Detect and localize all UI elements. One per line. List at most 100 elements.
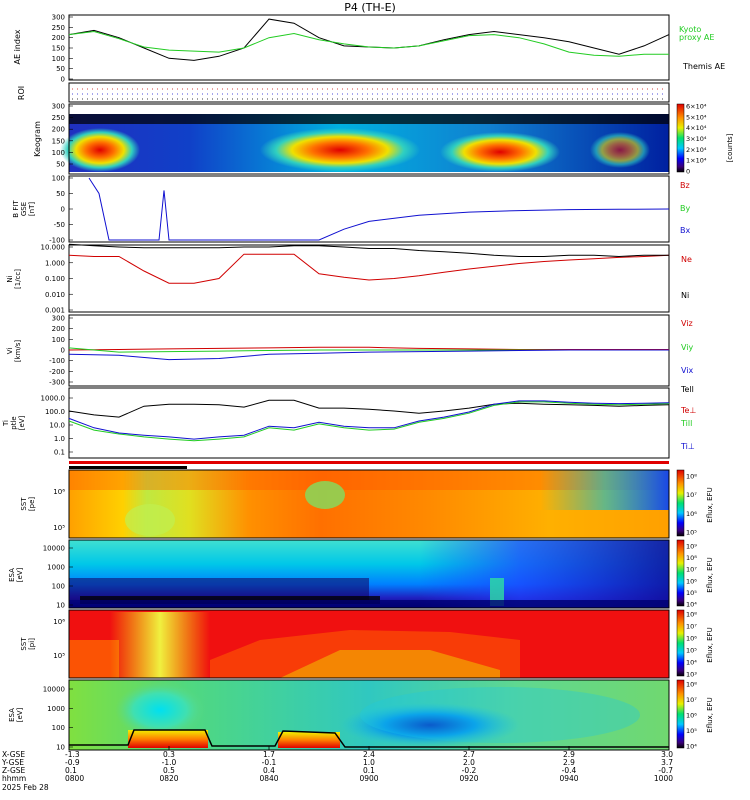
velocity-ylabel-2: [km/s] bbox=[14, 340, 22, 363]
figure-title: P4 (TH-E) bbox=[344, 1, 396, 14]
footer-value: 3.7 bbox=[661, 758, 673, 767]
esa-e-colorbar-tick: 10⁶ bbox=[686, 577, 697, 585]
velocity-tick-label: 200 bbox=[52, 325, 65, 333]
esa-i-tick-label: 100 bbox=[52, 724, 65, 732]
temperature-ylabel-2: ptle bbox=[10, 416, 18, 429]
esa-i-cyan-bubble bbox=[115, 682, 205, 738]
bfield-panel: B FIT GSE [nT] 100 50 0 -50 -100 Bz By Bx bbox=[12, 175, 690, 245]
bfield-ylabel-3: [nT] bbox=[28, 202, 36, 216]
sst-i-colorbar-tick: 10⁷ bbox=[686, 623, 697, 631]
ae-legend-proxy: proxy AE bbox=[679, 33, 714, 42]
bfield-ylabel-1: B FIT bbox=[12, 200, 20, 218]
keogram-blob-3 bbox=[440, 132, 560, 172]
keogram-frame bbox=[68, 103, 670, 175]
density-ylabel-1: Ni bbox=[6, 275, 14, 282]
sst-e-ylabel-2: [pe] bbox=[28, 497, 36, 511]
footer-row-label: 2025 Feb 28 bbox=[2, 783, 49, 792]
footer-row-label: X-GSE bbox=[2, 750, 25, 759]
density-tick-label: 0.010 bbox=[45, 291, 65, 299]
ae-tick-label: 100 bbox=[52, 55, 65, 63]
keogram-colorbar-tick: 3×10⁴ bbox=[686, 135, 707, 143]
ae-line-kyoto-proxy-ae bbox=[68, 30, 669, 57]
sst-i-ylabel-2: [pi] bbox=[28, 638, 36, 650]
footer-value: 0920 bbox=[459, 774, 478, 783]
keogram-ylabel: Keogram bbox=[33, 121, 42, 157]
esa-e-colorbar-tick: 10⁴ bbox=[686, 601, 697, 609]
temperature-line-till bbox=[68, 401, 670, 442]
velocity-tick-label: -300 bbox=[49, 379, 65, 387]
bfield-ticks: 100 50 0 -50 -100 bbox=[49, 175, 73, 245]
ae-tick-label: 0 bbox=[61, 76, 65, 84]
sst-e-colorbar-tick: 10⁵ bbox=[686, 529, 697, 537]
esa-e-green-spike bbox=[490, 578, 504, 606]
bfield-series bbox=[88, 177, 670, 241]
temperature-tick-label: 1.0 bbox=[54, 435, 65, 443]
footer-row-label: Z-GSE bbox=[2, 766, 26, 775]
footer-value: 0.4 bbox=[263, 766, 275, 775]
bfield-legend-by: By bbox=[680, 204, 690, 213]
keogram-colorbar-tick: 1×10⁴ bbox=[686, 157, 707, 165]
esa-e-colorbar-tick: 10⁷ bbox=[686, 566, 697, 574]
footer-value: -0.4 bbox=[562, 766, 577, 775]
sst-e-green-blob bbox=[305, 481, 345, 509]
esa-e-right-blue bbox=[420, 540, 669, 608]
sst-e-colorbar-tick: 10⁶ bbox=[686, 510, 697, 518]
keogram-colorbar-tick: 6×10⁴ bbox=[686, 103, 707, 111]
velocity-panel: Vi [km/s] 300 200 100 0 -100 -200 -300 Viz Viy… bbox=[6, 314, 694, 387]
sst-i-colorbar bbox=[676, 609, 685, 677]
density-legend-ni: Ni bbox=[681, 291, 689, 300]
footer-value: -0.9 bbox=[65, 758, 80, 767]
esa-e-colorbar-ticks: 10⁹ 10⁸ 10⁷ 10⁶ 10⁵ 10⁴ bbox=[686, 543, 697, 609]
footer-value: 1000 bbox=[654, 774, 673, 783]
temperature-tick-label: 10.0 bbox=[49, 422, 65, 430]
footer-value: 0.3 bbox=[163, 750, 175, 759]
footer-value: 0800 bbox=[65, 774, 84, 783]
esa-e-dark-left bbox=[69, 578, 369, 600]
footer-value: 2.9 bbox=[563, 758, 575, 767]
esa-i-colorbar-ticks: 10⁸ 10⁷ 10⁶ 10⁵ 10⁴ bbox=[686, 681, 697, 751]
density-tick-label: 0.100 bbox=[45, 275, 65, 283]
bfield-ylabel: B FIT GSE [nT] bbox=[12, 200, 36, 218]
esa-i-tick-label: 10000 bbox=[43, 686, 65, 694]
esa-i-ylabel-1: ESA bbox=[8, 708, 16, 722]
esa-e-ylabel: ESA [eV] bbox=[8, 567, 24, 582]
footer-value: 0900 bbox=[359, 774, 378, 783]
esa-e-colorbar-label: Eflux, EFU bbox=[706, 557, 714, 592]
ae-series bbox=[68, 18, 670, 61]
esa-e-bottom-band bbox=[69, 600, 669, 608]
roi-dots bbox=[72, 88, 667, 100]
esa-i-curve-line bbox=[69, 729, 669, 748]
roi-panel: ROI bbox=[17, 82, 670, 103]
footer-value: -0.2 bbox=[462, 766, 477, 775]
velocity-ylabel: Vi [km/s] bbox=[6, 340, 22, 363]
ae-tick-label: 50 bbox=[56, 65, 65, 73]
bfield-tick-label: -100 bbox=[49, 237, 65, 245]
density-line-ne bbox=[68, 253, 670, 284]
sst-i-yellow-ramp bbox=[280, 650, 500, 678]
keogram-panel: Keogram 300 250 200 150 100 50 6×10⁴ 5×10⁴ 4×10… bbox=[33, 103, 734, 176]
sst-e-colorbar bbox=[676, 469, 685, 537]
bfield-legend-bz: Bz bbox=[680, 181, 690, 190]
sst-e-orange-band bbox=[69, 470, 669, 490]
keogram-tick-label: 250 bbox=[52, 114, 65, 122]
keogram-blob-1 bbox=[60, 128, 140, 172]
footer-value: 2.4 bbox=[363, 750, 375, 759]
esa-e-tick-label: 100 bbox=[52, 583, 65, 591]
bfield-legend-bx: Bx bbox=[680, 226, 690, 235]
sst-e-colorbar-tick: 10⁷ bbox=[686, 491, 697, 499]
bfield-frame bbox=[68, 175, 670, 243]
esa-i-tick-label: 1000 bbox=[47, 705, 65, 713]
velocity-legend-vix: Vix bbox=[681, 366, 694, 375]
temperature-ylabel: Ti ptle [eV] bbox=[2, 415, 26, 430]
esa-e-ylabel-2: [eV] bbox=[16, 567, 24, 582]
sst-i-tick-2: 10⁵ bbox=[53, 652, 65, 660]
sst-e-colorbar-ticks: 10⁸ 10⁷ 10⁶ 10⁵ bbox=[686, 473, 697, 537]
ae-legend-kyoto: Kyoto bbox=[679, 25, 701, 34]
footer-value: 0940 bbox=[559, 774, 578, 783]
density-tick-label: 10.000 bbox=[41, 244, 66, 252]
ae-legend-themis: Themis AE bbox=[682, 62, 725, 71]
footer-value: -1.0 bbox=[162, 758, 177, 767]
velocity-tick-label: 300 bbox=[52, 315, 65, 323]
